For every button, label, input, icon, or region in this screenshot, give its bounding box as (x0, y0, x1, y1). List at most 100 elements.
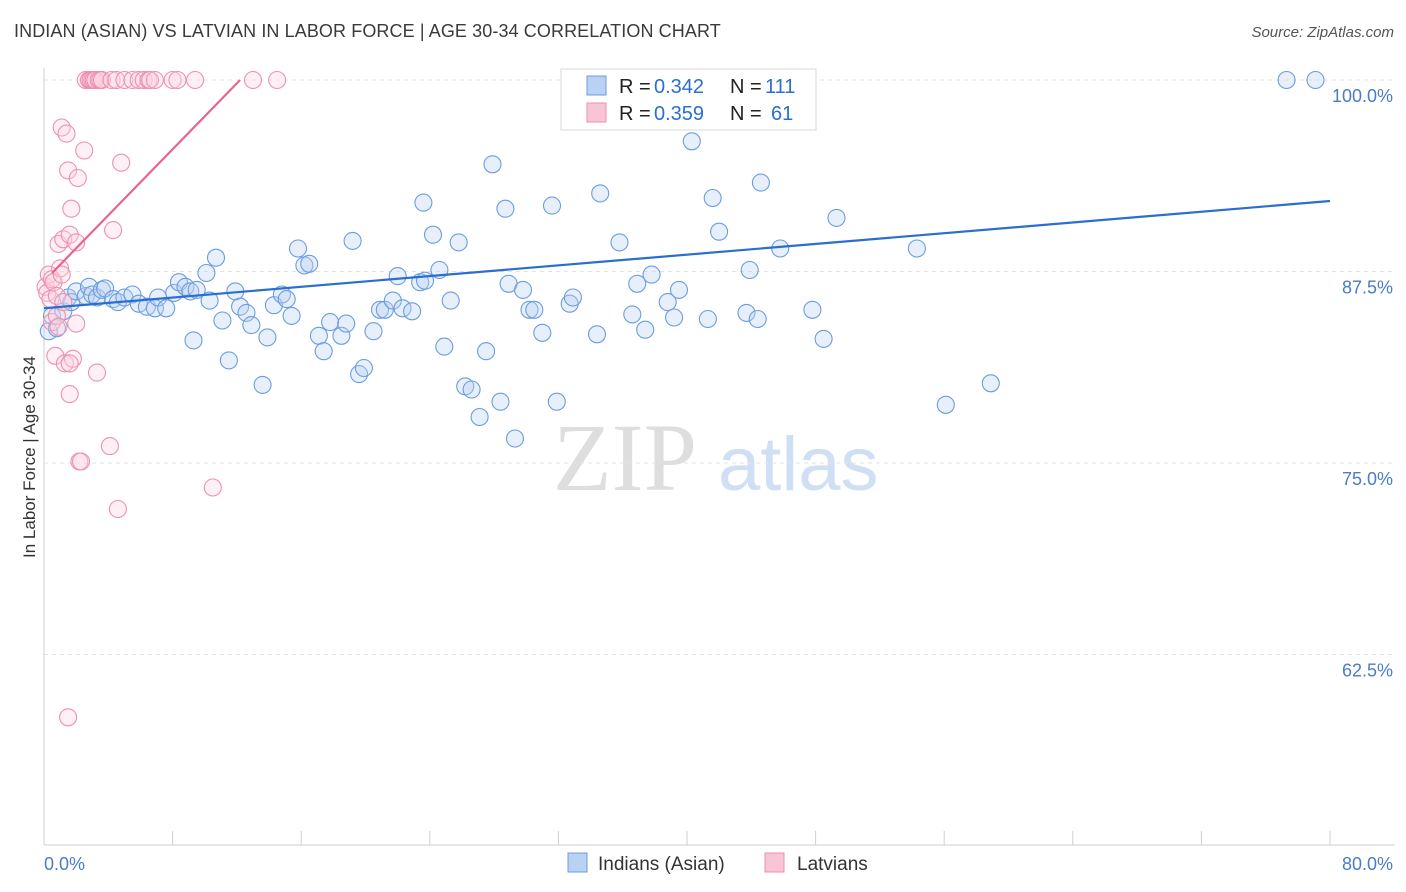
watermark-zip: ZIP (553, 404, 697, 511)
trend-lines (43, 79, 1331, 310)
indians-point (277, 290, 296, 309)
indians-point (321, 313, 340, 332)
stats-swatch-latvians (586, 102, 607, 123)
indians-point (491, 392, 510, 411)
indians-point (282, 306, 301, 325)
indians-point (496, 199, 515, 218)
indians-point (703, 188, 722, 208)
latvians-point (108, 499, 127, 519)
indians-point (370, 300, 390, 319)
latvians-points (36, 70, 287, 727)
indians-point (441, 291, 460, 310)
indians-point (698, 309, 717, 329)
indians-point (462, 380, 481, 399)
axes (43, 68, 1395, 846)
indians-point (435, 337, 454, 356)
latvians-point (203, 478, 222, 497)
x-tick-label-0: 0.0% (44, 854, 85, 874)
indians-point (477, 342, 496, 361)
stats-r-value-indians: 0.342 (654, 76, 704, 98)
indians-point (505, 429, 525, 448)
latvians-point (268, 70, 287, 90)
latvians-trend-line (51, 79, 241, 274)
indians-point (253, 375, 272, 394)
indians-point (907, 239, 926, 258)
y-tick-label-3: 100.0% (1332, 86, 1393, 106)
indians-point (636, 320, 655, 339)
indians-point (610, 233, 629, 252)
indians-point (219, 351, 238, 370)
stats-r-label-indians: R = (619, 76, 651, 98)
indians-point (542, 196, 562, 215)
latvians-point (92, 70, 111, 90)
indians-points (39, 70, 1325, 448)
indians-point (157, 299, 176, 318)
indians-point (547, 392, 566, 411)
indians-point (449, 233, 468, 252)
indians-point (827, 208, 846, 227)
indians-point (513, 280, 533, 299)
latvians-point (186, 70, 205, 90)
indians-point (483, 155, 502, 174)
indians-point (309, 326, 328, 345)
latvians-point (68, 168, 87, 188)
latvians-point (67, 233, 86, 252)
latvians-point (168, 70, 187, 90)
stats-n-label-latvians: N = (730, 103, 762, 125)
latvians-point (141, 70, 160, 90)
indians-point (213, 311, 232, 330)
legend-swatch-latvians[interactable] (764, 852, 785, 873)
y-tick-label-2: 87.5% (1342, 278, 1393, 298)
latvians-point (163, 70, 182, 90)
latvians-point (62, 199, 81, 218)
indians-trend-line (43, 199, 1331, 310)
indians-point (403, 302, 422, 321)
latvians-point (60, 354, 79, 373)
indians-point (314, 342, 333, 361)
latvians-point (112, 153, 131, 172)
indians-point (206, 248, 226, 267)
latvians-point (243, 70, 263, 90)
indians-point (258, 328, 277, 347)
indians-point (415, 271, 435, 290)
indians-point (665, 308, 684, 327)
stats-n-value-latvians: 61 (771, 103, 793, 125)
tick-labels: 62.5% 75.0% 87.5% 100.0% 0.0% 80.0% (44, 86, 1393, 874)
indians-point (587, 325, 607, 344)
indians-point (803, 300, 822, 319)
indians-point (623, 305, 642, 324)
indians-point (1277, 70, 1296, 90)
latvians-point (67, 314, 86, 333)
legend-swatch-indians[interactable] (567, 852, 588, 873)
latvians-point (52, 265, 71, 284)
legend-label-latvians[interactable]: Latvians (797, 854, 868, 875)
indians-point (642, 265, 661, 284)
indians-point (751, 173, 770, 192)
stats-swatch-indians (586, 75, 607, 96)
latvians-point (57, 124, 76, 143)
indians-point (1306, 70, 1325, 90)
indians-point (123, 285, 142, 304)
indians-point (520, 300, 539, 319)
gridlines (44, 79, 1395, 655)
latvians-point (145, 70, 164, 90)
indians-point (533, 323, 552, 342)
indians-point (354, 358, 373, 378)
indians-point (740, 260, 759, 280)
latvians-point (100, 437, 119, 456)
stats-r-value-latvians: 0.359 (654, 103, 704, 125)
x-tick-label-1: 80.0% (1342, 854, 1393, 874)
latvians-point (102, 70, 121, 90)
latvians-point (60, 225, 79, 244)
indians-point (337, 314, 356, 333)
legend-label-indians[interactable]: Indians (Asian) (598, 854, 725, 875)
chart-title: INDIAN (ASIAN) VS LATVIAN IN LABOR FORCE… (14, 21, 721, 41)
indians-point (814, 329, 833, 348)
indians-point (628, 274, 647, 293)
indians-point (414, 193, 433, 212)
latvians-point (75, 141, 94, 160)
source-label: Source: ZipAtlas.com (1251, 24, 1394, 41)
indians-point (364, 322, 383, 341)
indians-point (563, 288, 582, 307)
